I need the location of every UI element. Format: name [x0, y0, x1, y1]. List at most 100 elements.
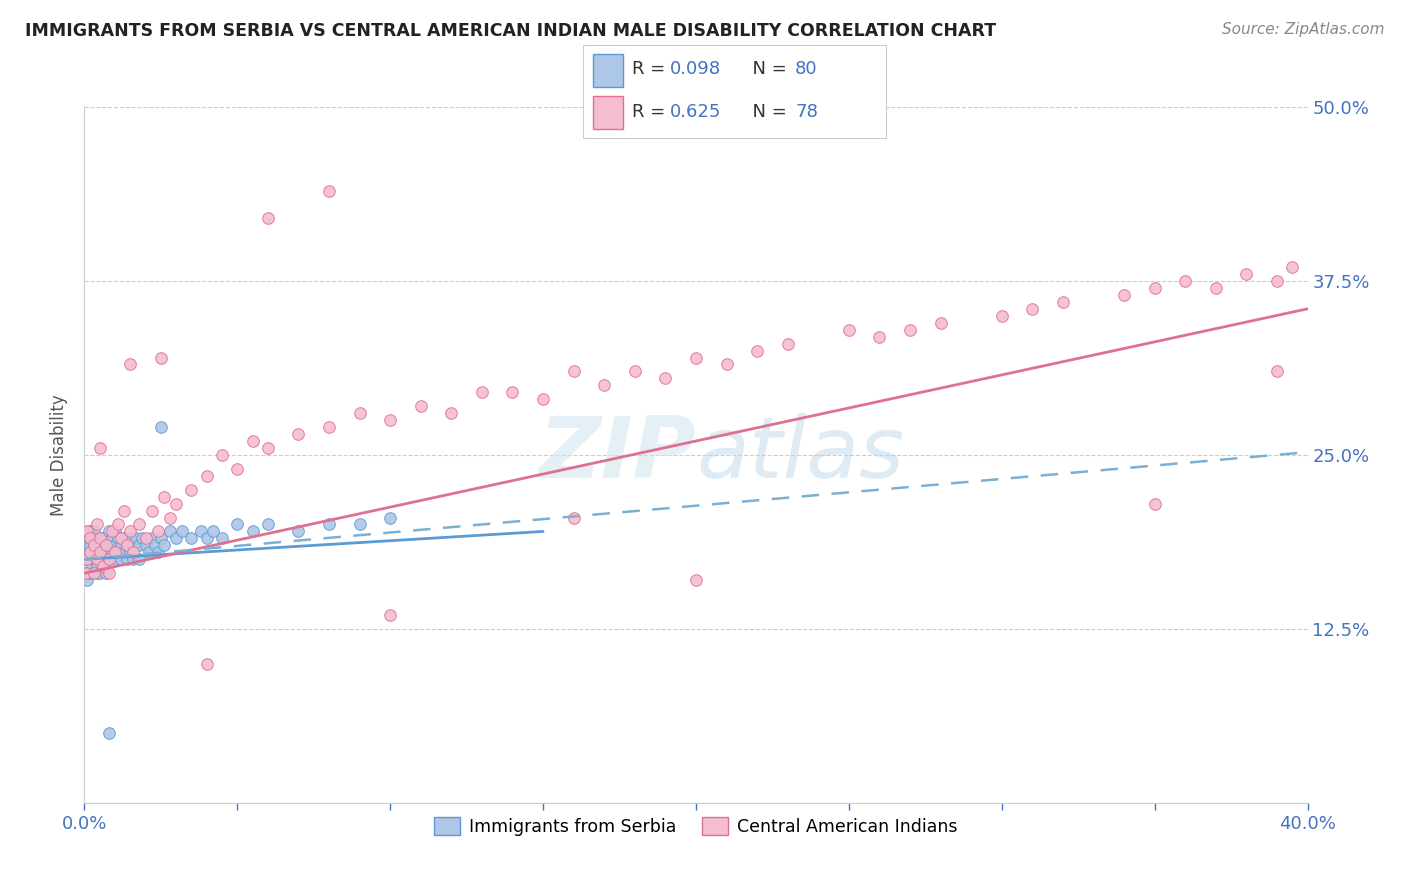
- Point: [180, 532, 202, 546]
- Point: [86, 538, 108, 552]
- Point: [349, 517, 371, 532]
- Point: [226, 517, 249, 532]
- Point: [110, 532, 132, 546]
- Text: ZIP: ZIP: [538, 413, 696, 497]
- Point: [83, 524, 105, 539]
- Point: [180, 483, 202, 497]
- Point: [141, 503, 163, 517]
- Point: [94, 538, 117, 552]
- Point: [128, 517, 150, 532]
- Point: [110, 538, 132, 552]
- Point: [149, 351, 172, 365]
- Point: [120, 358, 142, 372]
- Point: [380, 413, 402, 427]
- Point: [77, 538, 100, 552]
- Point: [143, 538, 166, 552]
- Point: [1021, 301, 1043, 316]
- Point: [1236, 267, 1258, 281]
- Point: [83, 538, 105, 552]
- Point: [91, 532, 114, 546]
- Point: [440, 406, 463, 420]
- Point: [624, 364, 647, 378]
- Point: [211, 532, 233, 546]
- Point: [1114, 288, 1136, 302]
- Point: [654, 371, 676, 385]
- Point: [122, 545, 145, 559]
- Point: [86, 566, 108, 581]
- Point: [77, 552, 100, 566]
- Point: [195, 468, 218, 483]
- Point: [146, 524, 169, 539]
- Point: [112, 503, 135, 517]
- Point: [89, 532, 111, 546]
- Text: Source: ZipAtlas.com: Source: ZipAtlas.com: [1222, 22, 1385, 37]
- Point: [97, 566, 120, 581]
- Point: [104, 545, 127, 559]
- Point: [287, 524, 309, 539]
- Point: [97, 726, 120, 740]
- Point: [201, 524, 224, 539]
- Point: [97, 538, 120, 552]
- Point: [131, 532, 153, 546]
- Bar: [592, 54, 623, 87]
- Point: [195, 532, 218, 546]
- Point: [128, 538, 150, 552]
- Point: [79, 545, 101, 559]
- Point: [84, 552, 107, 566]
- Point: [83, 538, 105, 552]
- Point: [94, 552, 117, 566]
- Point: [115, 538, 138, 552]
- Point: [76, 566, 98, 581]
- Point: [838, 323, 860, 337]
- Bar: [592, 96, 623, 129]
- Point: [94, 566, 117, 581]
- Point: [83, 552, 105, 566]
- Point: [1174, 274, 1197, 288]
- Point: [91, 559, 114, 574]
- Text: 78: 78: [796, 103, 818, 120]
- Point: [685, 573, 707, 587]
- Text: R =: R =: [631, 103, 671, 120]
- Text: N =: N =: [741, 61, 792, 78]
- Point: [211, 448, 233, 462]
- Point: [172, 524, 194, 539]
- Point: [471, 385, 494, 400]
- Point: [1143, 281, 1166, 295]
- Point: [76, 552, 98, 566]
- Point: [101, 545, 124, 559]
- Point: [929, 316, 952, 330]
- Point: [120, 524, 142, 539]
- Point: [112, 532, 135, 546]
- Point: [257, 441, 280, 455]
- Point: [380, 607, 402, 622]
- Point: [195, 657, 218, 671]
- Point: [135, 538, 157, 552]
- Point: [104, 524, 127, 539]
- Point: [89, 566, 111, 581]
- Point: [141, 532, 163, 546]
- Point: [135, 532, 157, 546]
- Point: [97, 552, 120, 566]
- Point: [318, 517, 340, 532]
- Point: [1265, 364, 1288, 378]
- Point: [1052, 294, 1074, 309]
- Point: [1265, 274, 1288, 288]
- Point: [349, 406, 371, 420]
- Point: [76, 532, 98, 546]
- Point: [257, 211, 280, 226]
- Point: [153, 538, 176, 552]
- Point: [86, 517, 108, 532]
- Text: R =: R =: [631, 61, 671, 78]
- Point: [104, 552, 127, 566]
- Point: [153, 490, 176, 504]
- Text: N =: N =: [741, 103, 792, 120]
- Point: [122, 552, 145, 566]
- Point: [146, 545, 169, 559]
- Point: [89, 532, 111, 546]
- Text: atlas: atlas: [696, 413, 904, 497]
- Point: [79, 566, 101, 581]
- Point: [1281, 260, 1303, 274]
- Point: [76, 573, 98, 587]
- Point: [76, 524, 98, 539]
- Point: [79, 524, 101, 539]
